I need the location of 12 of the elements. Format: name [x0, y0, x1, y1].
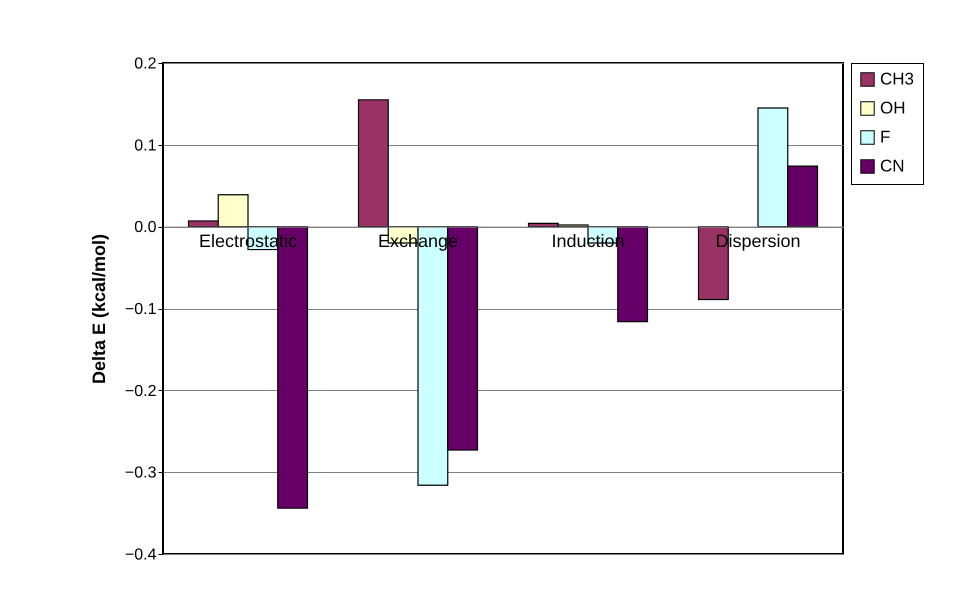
legend-label: OH [880, 98, 906, 118]
y-tick-label: −0.2 [124, 382, 157, 400]
y-tick-label: 0.1 [134, 137, 157, 154]
y-tick-label: 0.2 [134, 56, 157, 72]
y-tick-label: 0.0 [134, 219, 157, 236]
legend-label: CN [880, 156, 905, 176]
y-axis-title: Delta E (kcal/mol) [88, 234, 109, 384]
y-tick-label: −0.4 [124, 546, 157, 564]
legend-label: F [880, 128, 890, 146]
y-tick-label: −0.3 [124, 464, 157, 482]
y-tick-label: −0.1 [124, 301, 157, 318]
legend-label: CH3 [880, 70, 914, 88]
